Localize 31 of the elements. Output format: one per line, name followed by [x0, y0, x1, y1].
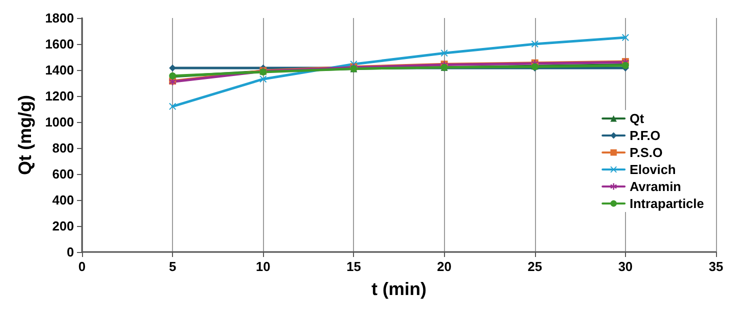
y-tick-label: 0	[66, 244, 74, 260]
x-tick-label: 0	[78, 259, 86, 274]
x-tick-label: 5	[168, 259, 176, 274]
point	[531, 40, 538, 48]
y-tick-label: 1800	[45, 10, 74, 26]
y-tick-label: 200	[52, 218, 74, 234]
x-tick-label: 10	[256, 259, 270, 274]
legend-label: P.S.O	[630, 145, 663, 160]
x-tick-label: 30	[618, 259, 633, 274]
legend-label: Intraparticle	[630, 196, 704, 211]
legend-label: Qt	[630, 111, 645, 126]
point	[622, 34, 629, 41]
point	[169, 102, 176, 110]
y-tick-label: 1200	[45, 88, 74, 104]
legend-label: Avramin	[630, 179, 682, 194]
y-tick-label: 1400	[45, 62, 74, 78]
legend-label: P.F.O	[630, 128, 660, 143]
x-tick-label: 35	[708, 259, 724, 274]
point	[440, 50, 448, 57]
y-tick-label: 1000	[45, 114, 74, 130]
x-tick-label: 20	[437, 259, 452, 274]
y-tick-label: 400	[52, 192, 74, 208]
x-tick-label: 25	[528, 259, 542, 274]
x-axis-title: t (min)	[372, 279, 426, 299]
point	[260, 76, 267, 83]
y-tick-label: 1600	[45, 36, 74, 52]
y-tick-label: 800	[52, 140, 74, 156]
y-axis-title: Qt (mg/g)	[15, 95, 35, 175]
legend-label: Elovich	[630, 162, 676, 177]
x-tick-label: 15	[346, 259, 361, 274]
y-tick-label: 600	[52, 166, 74, 182]
